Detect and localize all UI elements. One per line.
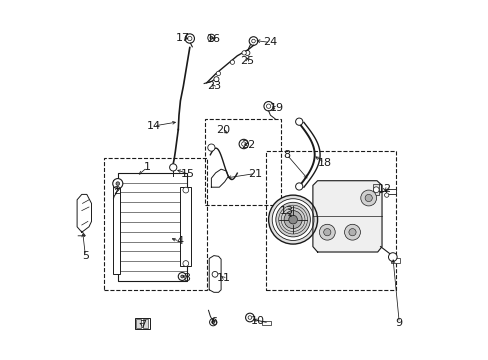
Circle shape <box>384 193 388 197</box>
Circle shape <box>249 37 257 45</box>
Circle shape <box>275 202 310 237</box>
Text: 12: 12 <box>377 184 391 194</box>
Circle shape <box>264 102 273 111</box>
Bar <box>134 318 149 329</box>
Bar <box>136 319 141 328</box>
Text: 24: 24 <box>263 37 277 48</box>
Text: 21: 21 <box>248 168 262 179</box>
Circle shape <box>244 50 249 55</box>
Text: 9: 9 <box>395 318 402 328</box>
Circle shape <box>185 34 194 43</box>
Bar <box>118 173 186 281</box>
Text: 8: 8 <box>283 150 290 160</box>
Text: 18: 18 <box>317 158 331 168</box>
Circle shape <box>169 164 177 171</box>
Circle shape <box>212 271 218 277</box>
Text: 5: 5 <box>81 251 89 261</box>
Circle shape <box>213 77 219 82</box>
Bar <box>204 119 280 205</box>
Bar <box>180 187 191 266</box>
Text: 14: 14 <box>146 121 161 131</box>
Text: 22: 22 <box>241 140 255 150</box>
Text: 23: 23 <box>206 81 221 91</box>
Circle shape <box>113 179 122 189</box>
Text: 25: 25 <box>240 56 254 66</box>
Circle shape <box>319 224 335 240</box>
Circle shape <box>181 275 183 278</box>
Circle shape <box>207 34 215 41</box>
Circle shape <box>360 190 376 206</box>
Text: 2: 2 <box>113 186 120 196</box>
Circle shape <box>365 194 371 202</box>
Bar <box>390 258 400 263</box>
Circle shape <box>183 187 188 193</box>
Circle shape <box>211 321 214 324</box>
Polygon shape <box>77 194 91 232</box>
Text: 10: 10 <box>251 316 264 326</box>
Circle shape <box>288 215 297 224</box>
Text: 4: 4 <box>176 236 183 246</box>
Polygon shape <box>312 181 381 252</box>
Circle shape <box>216 71 220 76</box>
Text: 1: 1 <box>143 162 150 172</box>
Circle shape <box>187 36 192 41</box>
Text: 20: 20 <box>215 125 229 135</box>
Polygon shape <box>78 231 85 236</box>
Circle shape <box>239 139 248 149</box>
Circle shape <box>178 273 186 280</box>
Text: 15: 15 <box>180 168 194 179</box>
Circle shape <box>241 142 245 146</box>
Circle shape <box>251 39 255 43</box>
Circle shape <box>209 36 212 39</box>
Circle shape <box>295 118 302 125</box>
Text: 13: 13 <box>280 206 293 216</box>
Circle shape <box>272 199 313 240</box>
Circle shape <box>284 211 302 229</box>
Circle shape <box>207 144 215 151</box>
Bar <box>265 151 395 290</box>
Text: 11: 11 <box>216 273 230 283</box>
Bar <box>261 321 270 325</box>
Circle shape <box>268 195 317 244</box>
Bar <box>104 158 206 290</box>
Circle shape <box>323 229 330 236</box>
Text: 16: 16 <box>206 33 221 44</box>
Circle shape <box>209 319 216 326</box>
Polygon shape <box>211 169 228 187</box>
Bar <box>113 180 120 274</box>
Circle shape <box>245 313 254 322</box>
Circle shape <box>247 316 251 319</box>
Text: 19: 19 <box>269 103 284 113</box>
Polygon shape <box>209 256 221 292</box>
Circle shape <box>373 187 378 193</box>
Circle shape <box>242 51 246 55</box>
Text: 7: 7 <box>139 320 146 330</box>
Text: 3: 3 <box>183 273 190 283</box>
Text: 17: 17 <box>176 33 190 43</box>
Circle shape <box>183 261 188 266</box>
Bar <box>385 189 395 194</box>
Circle shape <box>116 182 120 185</box>
Circle shape <box>266 104 270 108</box>
Circle shape <box>344 224 360 240</box>
Bar <box>373 184 378 195</box>
Bar <box>142 319 147 328</box>
Circle shape <box>387 253 396 261</box>
Circle shape <box>230 60 234 64</box>
Circle shape <box>295 183 302 190</box>
Circle shape <box>348 229 355 236</box>
Text: 6: 6 <box>210 317 217 327</box>
